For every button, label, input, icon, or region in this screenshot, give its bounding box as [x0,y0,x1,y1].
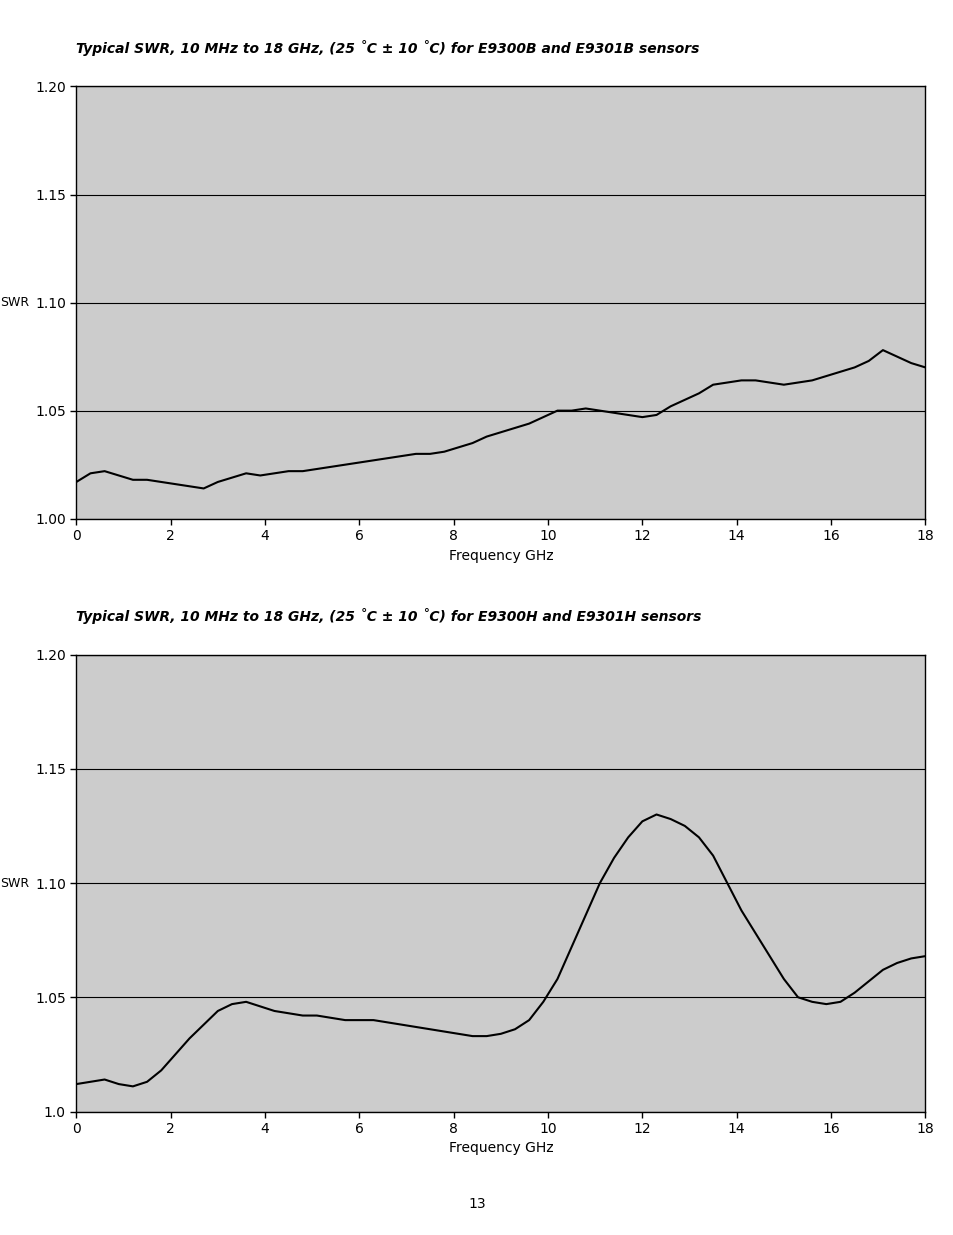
Text: 13: 13 [468,1197,485,1212]
X-axis label: Frequency GHz: Frequency GHz [448,1141,553,1156]
Text: Typical SWR, 10 MHz to 18 GHz, (25 ˚C ± 10 ˚C) for E9300B and E9301B sensors: Typical SWR, 10 MHz to 18 GHz, (25 ˚C ± … [76,40,699,56]
Text: Typical SWR, 10 MHz to 18 GHz, (25 ˚C ± 10 ˚C) for E9300H and E9301H sensors: Typical SWR, 10 MHz to 18 GHz, (25 ˚C ± … [76,608,701,624]
Text: SWR: SWR [1,296,30,309]
X-axis label: Frequency GHz: Frequency GHz [448,548,553,563]
Text: SWR: SWR [1,877,30,889]
